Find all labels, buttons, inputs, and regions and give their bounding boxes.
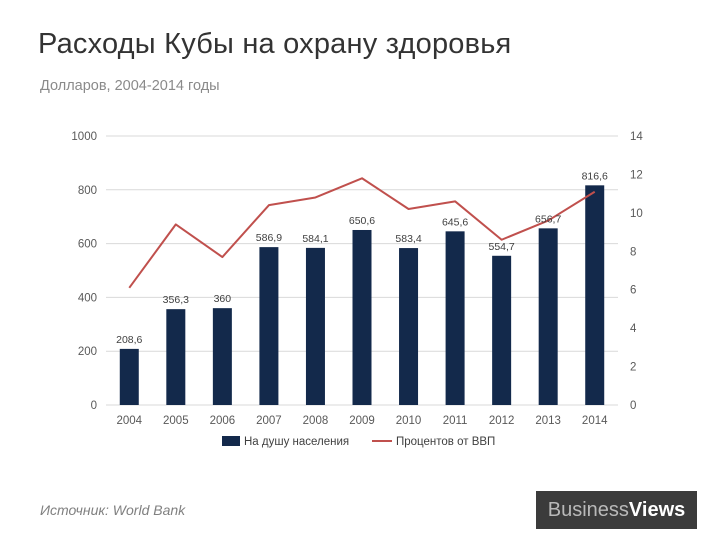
line-path bbox=[128, 177, 596, 289]
x-axis: 2004 2005 2006 2007 2008 2009 2010 2011 2012 2013… bbox=[116, 415, 608, 427]
bar-data-label: 554,7 bbox=[488, 241, 514, 253]
bar-data-label: 816,6 bbox=[582, 170, 608, 182]
y-left-tick-label: 800 bbox=[78, 185, 97, 197]
y-right-tick-label: 12 bbox=[630, 169, 643, 181]
x-tick-label: 2014 bbox=[582, 415, 608, 427]
bar-data-label: 656,7 bbox=[535, 213, 561, 225]
legend-swatch-bar bbox=[222, 436, 240, 446]
y-axis-right: 0 2 4 6 8 10 12 14 bbox=[630, 131, 643, 412]
y-right-tick-label: 6 bbox=[630, 285, 636, 297]
logo: Business Views bbox=[536, 491, 697, 529]
source-note: Источник: World Bank bbox=[40, 502, 186, 518]
bar-data-label: 356,3 bbox=[163, 294, 189, 306]
x-tick-label: 2004 bbox=[116, 415, 142, 427]
x-tick-label: 2005 bbox=[163, 415, 189, 427]
x-tick-label: 2011 bbox=[443, 415, 468, 427]
x-tick-label: 2010 bbox=[396, 415, 422, 427]
bar bbox=[259, 247, 279, 405]
data-labels: 208,6 356,3 360 586,9 584,1 650,6 583,4 645,6 55… bbox=[116, 170, 608, 346]
bar bbox=[492, 255, 512, 405]
legend: На душу населения Процентов от ВВП bbox=[222, 436, 495, 448]
logo-text-business: Business bbox=[547, 498, 629, 521]
y-right-tick-label: 2 bbox=[630, 362, 636, 374]
bar bbox=[352, 229, 372, 405]
bar-data-label: 650,6 bbox=[349, 215, 375, 227]
bar-data-label: 208,6 bbox=[116, 334, 142, 346]
y-right-tick-label: 14 bbox=[630, 131, 643, 143]
bar bbox=[166, 309, 186, 405]
y-left-tick-label: 0 bbox=[91, 400, 97, 412]
y-right-tick-label: 8 bbox=[630, 246, 636, 258]
y-left-tick-label: 600 bbox=[78, 239, 97, 251]
bar bbox=[119, 348, 139, 405]
x-tick-label: 2007 bbox=[256, 415, 282, 427]
bar bbox=[399, 248, 419, 405]
bar-series bbox=[119, 185, 605, 405]
x-tick-label: 2012 bbox=[489, 415, 515, 427]
y-axis-left: 0 200 400 600 800 1000 bbox=[71, 131, 97, 412]
y-left-tick-label: 1000 bbox=[71, 131, 97, 143]
x-tick-label: 2008 bbox=[303, 415, 329, 427]
bar-data-label: 586,9 bbox=[256, 232, 282, 244]
bar bbox=[305, 247, 325, 405]
bar-data-label: 645,6 bbox=[442, 216, 468, 228]
line-series bbox=[128, 177, 596, 289]
legend-label-bar: На душу населения bbox=[244, 436, 349, 448]
chart-title: Расходы Кубы на охрану здоровья bbox=[38, 28, 512, 60]
x-tick-label: 2009 bbox=[349, 415, 375, 427]
bar bbox=[538, 228, 558, 405]
y-right-tick-label: 4 bbox=[630, 323, 637, 335]
x-tick-label: 2013 bbox=[535, 415, 561, 427]
y-left-tick-label: 400 bbox=[78, 292, 97, 304]
bar-data-label: 583,4 bbox=[395, 233, 421, 245]
chart-subtitle: Долларов, 2004-2014 годы bbox=[40, 78, 220, 94]
bar bbox=[445, 231, 465, 405]
y-right-tick-label: 10 bbox=[630, 208, 643, 220]
bar bbox=[212, 308, 232, 405]
bar-data-label: 360 bbox=[214, 293, 232, 305]
x-tick-label: 2006 bbox=[210, 415, 236, 427]
logo-text-views: Views bbox=[628, 498, 686, 521]
y-right-tick-label: 0 bbox=[630, 400, 636, 412]
bar bbox=[585, 185, 605, 405]
legend-label-line: Процентов от ВВП bbox=[396, 436, 495, 448]
bar-data-label: 584,1 bbox=[302, 233, 328, 245]
y-left-tick-label: 200 bbox=[78, 346, 97, 358]
